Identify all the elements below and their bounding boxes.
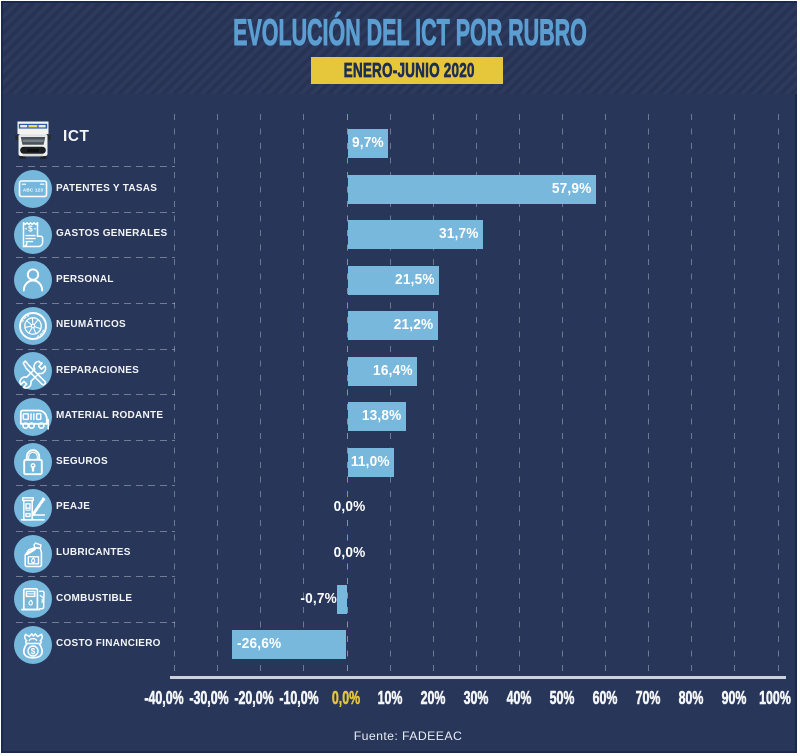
svg-text:$: $ [30, 647, 35, 656]
svg-text:ABC 123: ABC 123 [22, 188, 43, 193]
svg-text:$: $ [28, 224, 33, 233]
